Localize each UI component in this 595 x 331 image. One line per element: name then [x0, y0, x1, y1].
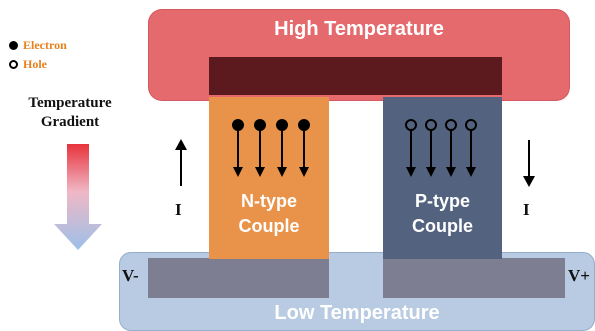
p-type-couple-label: P-type Couple	[383, 189, 502, 239]
p-type-label-line2: Couple	[412, 216, 473, 236]
legend-hole-label: Hole	[23, 57, 47, 71]
legend-electron: Electron	[9, 38, 67, 53]
temperature-gradient-arrow-icon	[54, 144, 102, 250]
n-type-label-line1: N-type	[240, 191, 297, 211]
electron-icon	[276, 119, 288, 131]
p-type-couple: P-type Couple	[383, 97, 502, 259]
p-type-label-line1: P-type	[414, 191, 470, 211]
low-temperature-label: Low Temperature	[274, 302, 440, 324]
legend-electron-label: Electron	[23, 38, 67, 52]
cold-side-conductor-gap	[329, 258, 383, 298]
positive-terminal-label: V+	[568, 266, 590, 285]
current-left-label: I	[175, 200, 182, 219]
hole-circle-icon	[9, 60, 18, 69]
current-down-arrow-icon	[523, 140, 535, 187]
hole-icon	[405, 119, 417, 131]
electron-icon	[298, 119, 310, 131]
hot-side-conductor	[209, 57, 502, 95]
electron-flow-arrows	[232, 119, 310, 177]
hole-icon	[425, 119, 437, 131]
current-right-label: I	[523, 200, 530, 219]
negative-terminal-label: V-	[122, 266, 139, 285]
legend-hole: Hole	[9, 57, 47, 72]
current-up-arrow-icon	[175, 139, 187, 186]
n-type-label-line2: Couple	[238, 216, 300, 236]
hole-flow-arrows	[405, 119, 477, 177]
electron-icon	[232, 119, 244, 131]
n-type-couple-label: N-type Couple	[209, 189, 329, 239]
n-type-couple: N-type Couple	[209, 97, 329, 259]
electron-dot-icon	[9, 41, 18, 50]
electron-icon	[254, 119, 266, 131]
hole-icon	[465, 119, 477, 131]
hole-icon	[445, 119, 457, 131]
high-temperature-label: High Temperature	[274, 18, 444, 40]
temperature-gradient-label: Temperature Gradient	[28, 95, 112, 130]
